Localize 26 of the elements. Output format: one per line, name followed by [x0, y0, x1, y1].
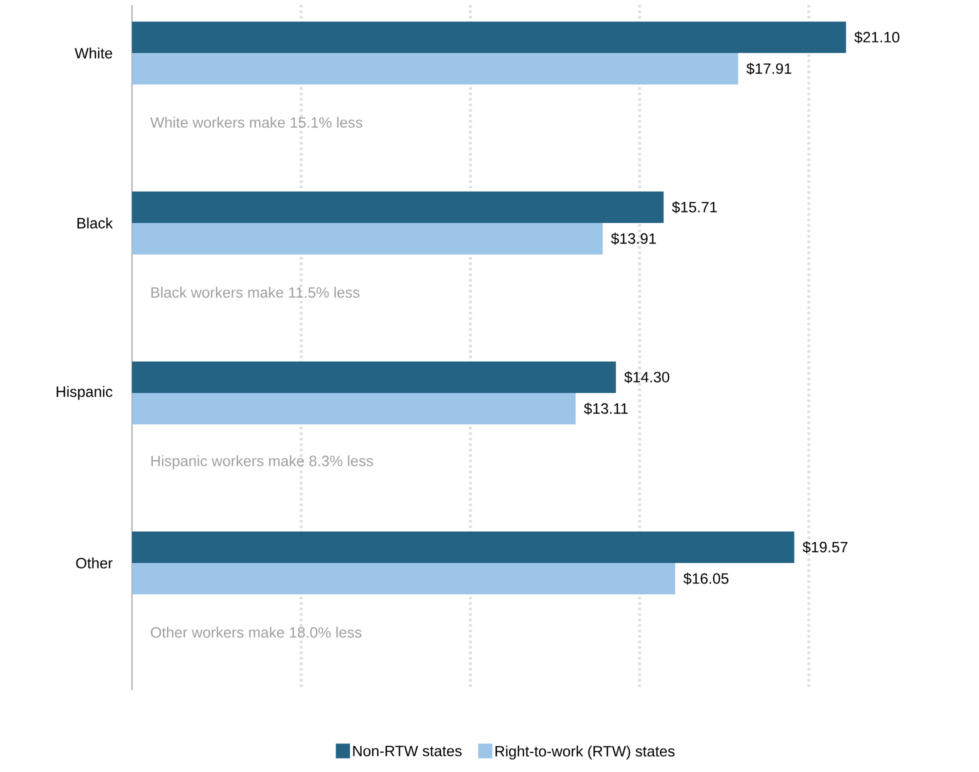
- bar: [132, 392, 576, 424]
- legend-label: Right-to-work (RTW) states: [496, 746, 674, 760]
- bar: [132, 362, 616, 393]
- data-label: $19.57: [802, 541, 848, 554]
- data-label: $13.11: [584, 402, 628, 415]
- legend-label: Non-RTW states: [353, 746, 462, 756]
- bar: [132, 192, 664, 223]
- data-label: $14.30: [624, 371, 670, 384]
- annotation: White workers make 15.1% less: [150, 116, 362, 128]
- annotation: Hispanic workers make 8.3% less: [151, 455, 374, 470]
- data-label: $16.05: [684, 572, 728, 585]
- bar: [132, 22, 846, 54]
- y-tick-label: Black: [77, 218, 113, 228]
- bar: [132, 562, 676, 594]
- y-tick-label: Hispanic: [56, 386, 112, 400]
- annotation: Black workers make 11.5% less: [151, 286, 360, 298]
- bar: [132, 53, 738, 84]
- y-tick-label: Other: [76, 557, 113, 568]
- bar: [132, 532, 794, 563]
- data-label: $15.71: [672, 201, 717, 214]
- data-label: $21.10: [854, 31, 900, 44]
- data-label: $13.91: [611, 232, 656, 245]
- y-tick-label: White: [74, 48, 112, 58]
- bar: [132, 222, 603, 254]
- annotation: Other workers make 18.0% less: [150, 626, 362, 638]
- data-label: $17.91: [746, 62, 792, 75]
